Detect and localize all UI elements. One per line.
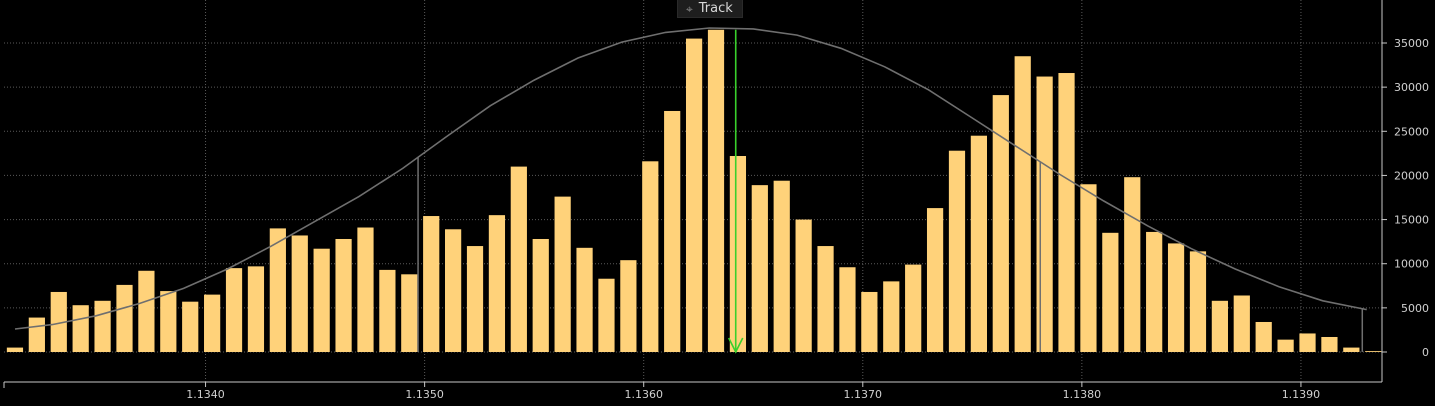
x-tick-label: 1.1350 bbox=[405, 388, 444, 401]
bar bbox=[160, 291, 177, 352]
bar bbox=[1102, 232, 1119, 352]
bar bbox=[751, 185, 768, 352]
bar bbox=[729, 156, 747, 352]
track-button[interactable]: ⌖ Track bbox=[677, 0, 743, 18]
bar bbox=[707, 29, 725, 353]
bar bbox=[247, 266, 265, 352]
bar bbox=[1036, 76, 1053, 352]
bar bbox=[883, 281, 900, 352]
bar bbox=[992, 95, 1009, 353]
bar bbox=[401, 274, 418, 352]
bar bbox=[116, 284, 133, 352]
bar bbox=[1211, 300, 1228, 352]
y-tick-label: 25000 bbox=[1394, 125, 1429, 138]
bar bbox=[72, 305, 89, 352]
bar bbox=[225, 268, 243, 352]
bar bbox=[642, 161, 659, 352]
bar bbox=[1014, 56, 1031, 352]
bar bbox=[861, 291, 878, 352]
bar bbox=[620, 260, 637, 352]
bar bbox=[445, 229, 462, 352]
price-marker bbox=[728, 29, 744, 354]
y-tick-label: 20000 bbox=[1394, 169, 1429, 182]
y-tick-label: 35000 bbox=[1394, 37, 1429, 50]
bar bbox=[598, 278, 615, 352]
bar bbox=[1146, 231, 1163, 352]
bar bbox=[510, 166, 527, 352]
bar bbox=[488, 215, 506, 352]
bar bbox=[554, 196, 571, 352]
bar bbox=[6, 347, 24, 352]
bar bbox=[773, 180, 790, 352]
bars bbox=[6, 29, 1382, 353]
bar bbox=[28, 317, 45, 352]
crosshair-icon: ⌖ bbox=[686, 1, 693, 16]
bar bbox=[1058, 73, 1075, 352]
bar bbox=[948, 150, 966, 352]
x-tick-label: 1.1340 bbox=[186, 388, 225, 401]
bar bbox=[839, 267, 856, 352]
bar bbox=[291, 235, 308, 352]
y-tick-label: 30000 bbox=[1394, 81, 1429, 94]
bar bbox=[1277, 339, 1294, 352]
bar bbox=[138, 270, 155, 352]
x-tick-label: 1.1390 bbox=[1282, 388, 1321, 401]
x-tick-label: 1.1380 bbox=[1063, 388, 1102, 401]
bar bbox=[1167, 243, 1185, 352]
track-label: Track bbox=[698, 1, 733, 16]
bar bbox=[269, 228, 286, 352]
bar bbox=[905, 264, 922, 352]
bar bbox=[817, 246, 834, 352]
bar bbox=[532, 238, 549, 352]
marker-arrowhead bbox=[728, 337, 744, 354]
bar bbox=[466, 246, 484, 352]
x-axis-ticks: 1.1340 1.1350 1.1360 1.1370 1.1380 1.1390 bbox=[186, 382, 1320, 401]
bar bbox=[204, 294, 221, 352]
y-tick-label: 10000 bbox=[1394, 258, 1429, 271]
bar bbox=[576, 247, 593, 352]
axes bbox=[3, 0, 1383, 388]
bar bbox=[1233, 295, 1250, 352]
y-tick-label: 0 bbox=[1422, 346, 1429, 359]
bar bbox=[313, 248, 330, 352]
bar bbox=[1299, 333, 1316, 352]
bar bbox=[423, 216, 440, 352]
bar bbox=[379, 269, 396, 352]
bar bbox=[1080, 184, 1097, 352]
reference-lines bbox=[417, 157, 1364, 352]
bar bbox=[685, 38, 703, 352]
bar bbox=[1321, 336, 1338, 352]
bar bbox=[1343, 347, 1360, 352]
bar bbox=[1255, 321, 1272, 352]
bar bbox=[335, 238, 352, 352]
y-axis-ticks: 0 5000 10000 15000 20000 25000 30000 35000 bbox=[1382, 37, 1429, 359]
bar bbox=[182, 301, 199, 352]
y-tick-label: 15000 bbox=[1394, 214, 1429, 227]
bar bbox=[970, 135, 988, 352]
bar bbox=[94, 300, 111, 352]
x-tick-label: 1.1370 bbox=[844, 388, 883, 401]
bar bbox=[357, 227, 374, 352]
distribution-curve bbox=[14, 27, 1367, 330]
bar bbox=[1189, 251, 1207, 352]
bar bbox=[1365, 351, 1382, 352]
y-tick-label: 5000 bbox=[1401, 302, 1429, 315]
bar bbox=[50, 291, 67, 352]
bar bbox=[795, 219, 812, 352]
bar bbox=[664, 110, 681, 352]
x-tick-label: 1.1360 bbox=[624, 388, 663, 401]
bar bbox=[1124, 177, 1141, 352]
bar bbox=[926, 208, 944, 352]
